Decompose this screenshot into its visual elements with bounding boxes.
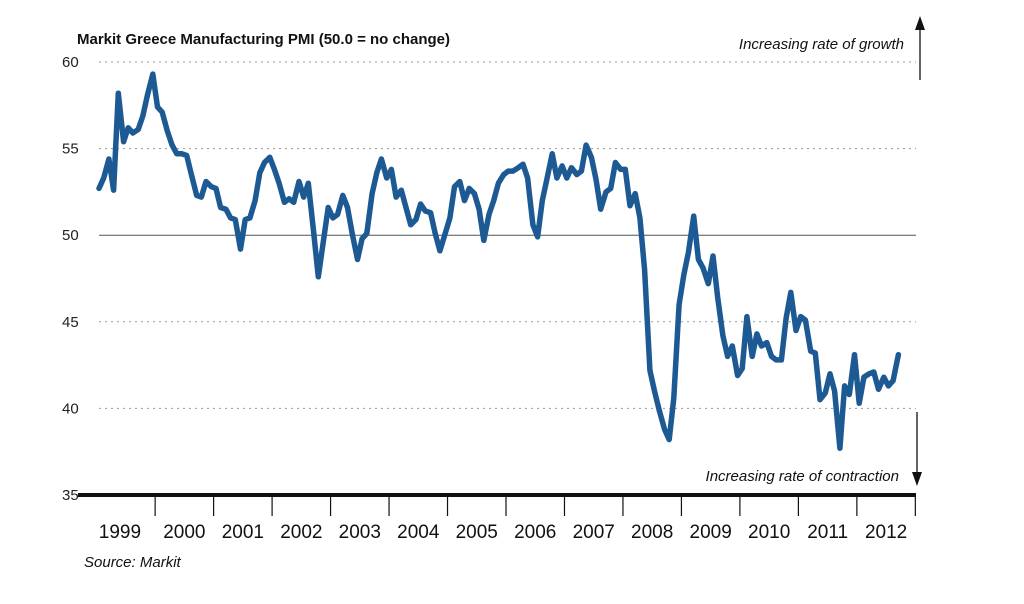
gridlines <box>99 61 916 409</box>
x-tick-label: 2000 <box>163 522 205 543</box>
x-axis: 1999 2000 2001 2002 2003 2004 2005 2006 2007 2008… <box>78 493 916 543</box>
x-tick-label: 2006 <box>514 522 556 543</box>
y-tick-label: 50 <box>62 227 79 244</box>
arrow-down-icon <box>912 472 922 486</box>
x-tick-label: 1999 <box>99 522 141 543</box>
x-tick-label: 2004 <box>397 522 440 543</box>
source-note: Source: Markit <box>84 554 182 571</box>
x-tick-label: 2012 <box>865 522 907 543</box>
series-layer <box>96 71 902 451</box>
y-tick-label: 35 <box>62 487 79 504</box>
x-tick-label: 2011 <box>807 522 848 543</box>
y-tick-label: 45 <box>62 314 79 331</box>
y-tick-label: 55 <box>62 141 79 158</box>
direction-arrows <box>912 16 925 486</box>
arrow-up-icon <box>915 16 925 30</box>
x-tick-label: 2001 <box>222 522 264 543</box>
x-tick-label: 2008 <box>631 522 673 543</box>
x-tick-label: 2010 <box>748 522 790 543</box>
y-tick-label: 40 <box>62 400 79 417</box>
chart-title: Markit Greece Manufacturing PMI (50.0 = … <box>77 31 450 48</box>
x-tick-label: 2007 <box>573 522 615 543</box>
y-tick-label: 60 <box>62 54 79 71</box>
annotation-contraction: Increasing rate of contraction <box>706 468 899 485</box>
x-tick-label: 2002 <box>280 522 322 543</box>
x-tick-label: 2005 <box>456 522 498 543</box>
x-tick-label: 2009 <box>690 522 732 543</box>
x-tick-label: 2003 <box>339 522 381 543</box>
series-line-pmi <box>96 71 902 451</box>
y-axis-ticks: 60 55 50 45 40 35 <box>62 54 79 504</box>
annotation-growth: Increasing rate of growth <box>739 36 904 53</box>
